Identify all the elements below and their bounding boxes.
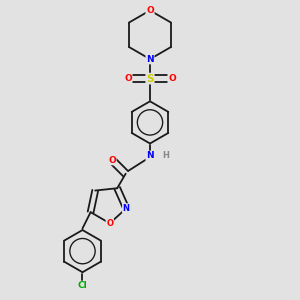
Text: S: S — [146, 74, 154, 84]
Text: N: N — [123, 204, 130, 213]
Text: H: H — [162, 151, 169, 160]
Text: O: O — [168, 74, 176, 83]
Text: Cl: Cl — [78, 281, 87, 290]
Text: N: N — [146, 55, 154, 64]
Text: O: O — [124, 74, 132, 83]
Text: N: N — [146, 151, 154, 160]
Text: O: O — [146, 6, 154, 15]
Text: O: O — [108, 156, 116, 165]
Text: O: O — [106, 219, 113, 228]
